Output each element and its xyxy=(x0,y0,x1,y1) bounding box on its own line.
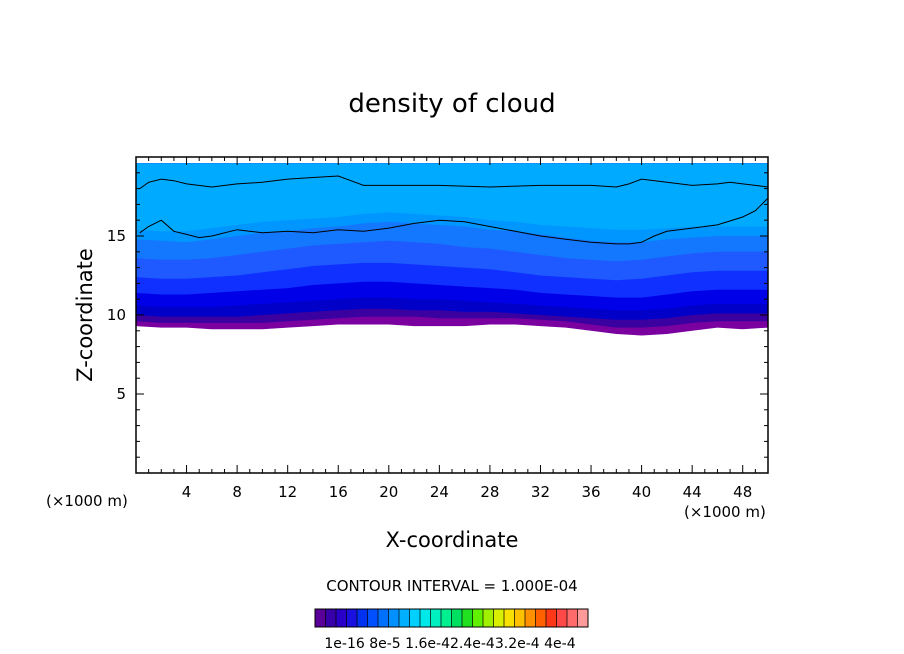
x-tick-label: 4 xyxy=(182,483,192,501)
chart-title: density of cloud xyxy=(348,89,555,119)
colorbar-swatch xyxy=(546,609,557,627)
x-unit-label-right: (×1000 m) xyxy=(684,503,766,521)
colorbar-swatch xyxy=(441,609,452,627)
x-tick-label: 44 xyxy=(683,483,702,501)
y-axis-label: Z-coordinate xyxy=(73,248,97,382)
colorbar-swatch xyxy=(567,609,578,627)
contour-line-lower xyxy=(139,197,769,245)
colorbar-swatch xyxy=(514,609,526,627)
colorbar-swatch xyxy=(430,609,442,627)
colorbar-swatch xyxy=(399,609,410,627)
colorbar-swatch xyxy=(556,609,568,627)
colorbar-swatch xyxy=(535,609,547,627)
x-tick-label: 28 xyxy=(480,483,499,501)
x-tick-label: 40 xyxy=(632,483,651,501)
colorbar-swatch xyxy=(577,609,589,627)
colorbar-swatch xyxy=(378,609,389,627)
x-tick-label: 48 xyxy=(733,483,752,501)
colorbar-swatch xyxy=(451,609,463,627)
x-tick-label: 12 xyxy=(278,483,297,501)
x-tick-label: 16 xyxy=(329,483,348,501)
plot-area xyxy=(136,163,768,336)
y-tick-label: 15 xyxy=(107,227,126,245)
colorbar-swatch xyxy=(420,609,431,627)
colorbar-swatch xyxy=(409,609,421,627)
colorbar-swatch xyxy=(472,609,484,627)
x-tick-label: 8 xyxy=(232,483,242,501)
y-tick-label: 5 xyxy=(116,385,126,403)
x-axis-label: X-coordinate xyxy=(386,528,519,552)
y-tick-label: 10 xyxy=(107,306,126,324)
x-tick-label: 24 xyxy=(430,483,449,501)
colorbar-swatch xyxy=(357,609,368,627)
colorbar-swatch xyxy=(483,609,494,627)
colorbar-swatch xyxy=(336,609,347,627)
colorbar-swatch xyxy=(504,609,515,627)
x-tick-label: 36 xyxy=(581,483,600,501)
colorbar-frame xyxy=(314,608,589,628)
colorbar-tick-labels: 1e-16 8e-5 1.6e-42.4e-43.2e-4 4e-4 xyxy=(324,636,575,652)
contour-interval-text: CONTOUR INTERVAL = 1.000E-04 xyxy=(326,577,577,595)
contour-lines xyxy=(139,175,769,245)
colorbar-swatch xyxy=(367,609,379,627)
colorbar-swatch xyxy=(525,609,536,627)
x-tick-label: 20 xyxy=(379,483,398,501)
contour-line-upper xyxy=(139,175,769,190)
colorbar-swatch xyxy=(388,609,400,627)
contour-band-8 xyxy=(136,163,768,232)
colorbar-swatch xyxy=(346,609,358,627)
colorbar-swatch xyxy=(462,609,473,627)
x-unit-label-left: (×1000 m) xyxy=(46,492,128,510)
colorbar-swatch xyxy=(325,609,337,627)
colorbar xyxy=(314,608,589,628)
x-tick-label: 32 xyxy=(531,483,550,501)
colorbar-swatch xyxy=(493,609,505,627)
colorbar-swatch xyxy=(315,609,326,627)
